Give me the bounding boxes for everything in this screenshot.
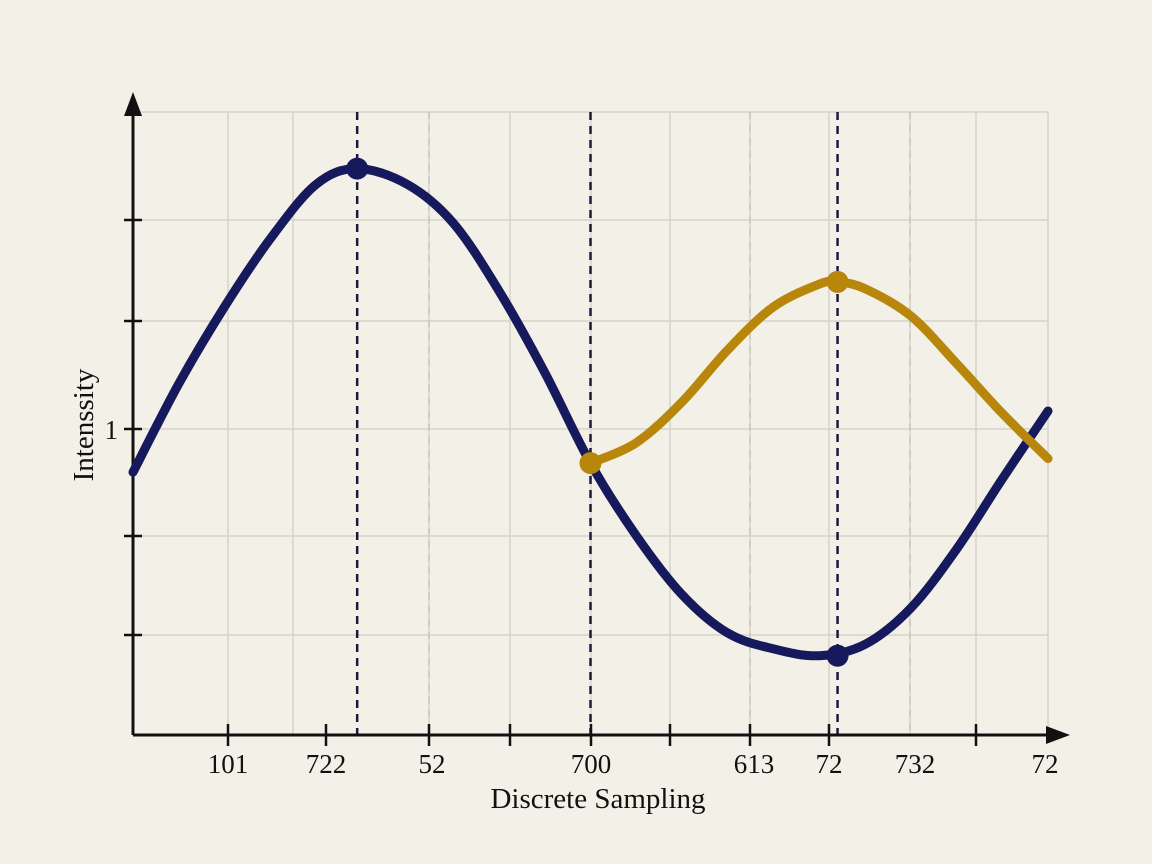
x-tick-labels: 101 722 52 700 613 72 732 72 [208, 749, 1059, 779]
series-markers [346, 157, 849, 667]
ticks [124, 218, 978, 746]
x-tick-label-4: 613 [734, 749, 775, 779]
y-axis-arrow [124, 92, 142, 116]
series-line-0 [128, 164, 1053, 661]
series-line-1 [586, 276, 1053, 468]
x-tick-label-3: 700 [571, 749, 612, 779]
series-1-marker-1 [826, 270, 849, 293]
x-tick-label-5: 72 [816, 749, 843, 779]
series-0-marker-0 [346, 157, 369, 180]
y-tick-labels: 1 [105, 415, 119, 445]
x-tick-label-0: 101 [208, 749, 249, 779]
x-tick-label-6: 732 [895, 749, 936, 779]
y-tick-label-0: 1 [105, 415, 119, 445]
reference-lines [355, 112, 839, 735]
x-tick-label-7: 72 [1032, 749, 1059, 779]
y-axis-title: Intenssity [68, 368, 100, 481]
x-tick-label-1: 722 [306, 749, 347, 779]
series-0-marker-1 [826, 644, 849, 667]
x-axis-arrow [1046, 726, 1070, 744]
x-tick-label-2: 52 [419, 749, 446, 779]
axes [124, 92, 1070, 744]
x-axis-title: Discrete Sampling [490, 783, 705, 815]
series-1-marker-0 [579, 452, 602, 475]
